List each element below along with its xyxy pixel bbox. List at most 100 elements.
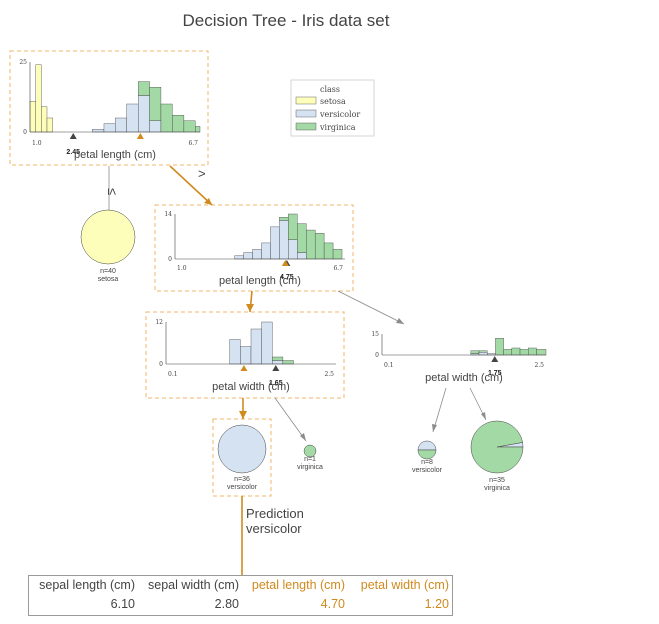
edge-level2-left-right (274, 397, 307, 442)
leaf-versicolor-36-count: n=36 (234, 476, 250, 483)
root-ytick-max: 25 (19, 59, 27, 66)
level-2-left-xlabel: petal width (cm) (212, 381, 290, 393)
prediction-label: Prediction (246, 506, 304, 521)
root-bar-11-virginica (172, 114, 185, 133)
root-xlabel: petal length (cm) (74, 149, 156, 161)
leaf-virginica-1-class: virginica (297, 464, 323, 471)
table-header-sepal-width: sepal width (cm) (148, 578, 239, 592)
level-1-split-value: 4.75 (280, 274, 294, 281)
level-1-ytick-max: 14 (164, 211, 172, 218)
table-header-petal-width: petal width (cm) (360, 578, 449, 592)
level-1-bar-6-virginica (288, 213, 298, 240)
level-2-left-bar-0-versicolor (229, 339, 241, 365)
table-value-petal-width: 1.20 (424, 597, 449, 611)
root-xtick-max: 6.7 (188, 140, 198, 147)
level-2-right-bar-3-virginica (495, 338, 504, 356)
prediction-class: versicolor (246, 521, 302, 536)
edge-level1-left-arrowhead (246, 304, 254, 312)
root-bar-10-virginica (160, 103, 173, 133)
level-2-right-bar-6-virginica (519, 349, 529, 356)
root-bar-2-setosa (41, 106, 48, 133)
level-1-xlabel: petal length (cm) (219, 275, 301, 287)
leaf-versicolor-8-pie-versicolor (417, 440, 437, 451)
leaf-versicolor-8-class: versicolor (412, 467, 443, 474)
level-2-right-xtick-max: 2.5 (534, 362, 544, 369)
root-test-marker (136, 133, 144, 139)
root-split-value: 2.45 (66, 149, 80, 156)
root-split-marker (69, 133, 77, 139)
leaf-setosa-class: setosa (98, 276, 119, 283)
level-1-bar-7-virginica (297, 223, 307, 253)
level-2-right-split-marker (491, 356, 499, 362)
level-2-left-bar-3-versicolor (261, 321, 273, 365)
level-1-xtick-min: 1.0 (177, 265, 187, 272)
leaf-setosa-pie-setosa (80, 209, 136, 265)
leaf-versicolor-36-pie-versicolor (217, 424, 267, 474)
edge-level2-left-right-arrowhead (300, 433, 306, 441)
legend-title: class (320, 85, 340, 94)
feature-table: sepal length (cm) sepal width (cm) petal… (28, 575, 453, 616)
level-2-right-xtick-min: 0.1 (384, 362, 394, 369)
level-1-bar-1-versicolor (243, 252, 253, 260)
leaf-versicolor-36-class: versicolor (227, 484, 258, 491)
leaf-setosa-count: n=40 (100, 268, 116, 275)
level-2-left-split-marker (272, 365, 280, 371)
leaf-virginica-1-pie-virginica (303, 444, 317, 458)
table-value-sepal-length: 6.10 (110, 597, 135, 611)
table-value-petal-length: 4.70 (320, 597, 345, 611)
level-2-right-ytick-max: 15 (371, 331, 379, 338)
level-2-left-bar-4-versicolor (272, 360, 284, 365)
level-2-left-ytick-max: 12 (155, 319, 163, 326)
level-2-right-bar-1-virginica (478, 350, 488, 353)
leaf-virginica-35-pie-virginica (470, 420, 524, 474)
level-2-right-split-value: 1.75 (488, 370, 502, 377)
level-2-left-bar-4-virginica (272, 356, 284, 361)
root-bar-8-versicolor (138, 95, 150, 133)
level-1-bar-5-versicolor (279, 220, 289, 260)
root-bar-4-versicolor (92, 128, 105, 133)
level-1-bar-6-versicolor (288, 239, 298, 260)
root-bar-9-virginica (149, 86, 162, 121)
root-bar-8-virginica (138, 81, 150, 96)
edge-level2-right-right-arrowhead (481, 412, 486, 420)
level-2-right-bar-7-virginica (528, 347, 537, 356)
edge-level1-right-arrowhead (396, 318, 404, 324)
root-xtick-min: 1.0 (32, 140, 42, 147)
table-header-sepal-length: sepal length (cm) (39, 578, 135, 592)
level-2-right-ytick-min: 0 (375, 352, 379, 359)
leaf-versicolor-8-pie-virginica (417, 449, 437, 460)
legend-label-virginica: virginica (319, 123, 356, 132)
leaf-virginica-1-count: n=1 (304, 456, 316, 463)
leaf-nodes: n=40setosan=36versicolorn=1virginican=8v… (80, 209, 524, 492)
root-bar-7-versicolor (126, 103, 139, 133)
level-2-right-bar-4-virginica (503, 349, 513, 356)
level-2-left-bar-1-versicolor (240, 346, 252, 365)
level-1-bar-10-virginica (323, 242, 334, 260)
edge-level2-right-left-arrowhead (432, 424, 437, 432)
level-1-bar-8-virginica (306, 229, 316, 260)
level-1-ytick-min: 0 (168, 256, 172, 263)
level-2-left-ytick-min: 0 (159, 361, 163, 368)
root-bar-9-versicolor (149, 120, 162, 133)
legend-swatch-setosa (295, 96, 317, 105)
level-2-right-bar-5-virginica (511, 347, 521, 356)
level-2-left-xtick-max: 2.5 (324, 371, 334, 378)
level-2-left-node-frame (145, 311, 345, 399)
level-1-bar-11-virginica (332, 249, 343, 260)
level-1-bar-7-versicolor (297, 252, 307, 260)
legend-swatch-virginica (295, 122, 317, 131)
root-bar-1-setosa (35, 64, 42, 133)
edge-root-right-arrowhead (204, 198, 212, 205)
leaf-versicolor-8-count: n=8 (421, 459, 433, 466)
edge-label-le: ≤ (105, 188, 120, 195)
level-2-right-bar-0-virginica (470, 350, 480, 354)
level-1-bar-3-versicolor (261, 242, 271, 260)
level-1-bar-4-versicolor (270, 226, 280, 260)
level-2-right-bar-1-versicolor (478, 352, 488, 356)
legend-swatch-versicolor (295, 109, 317, 118)
root-ytick-min: 0 (23, 129, 27, 136)
edge-level2-left-left-arrowhead (239, 411, 247, 419)
